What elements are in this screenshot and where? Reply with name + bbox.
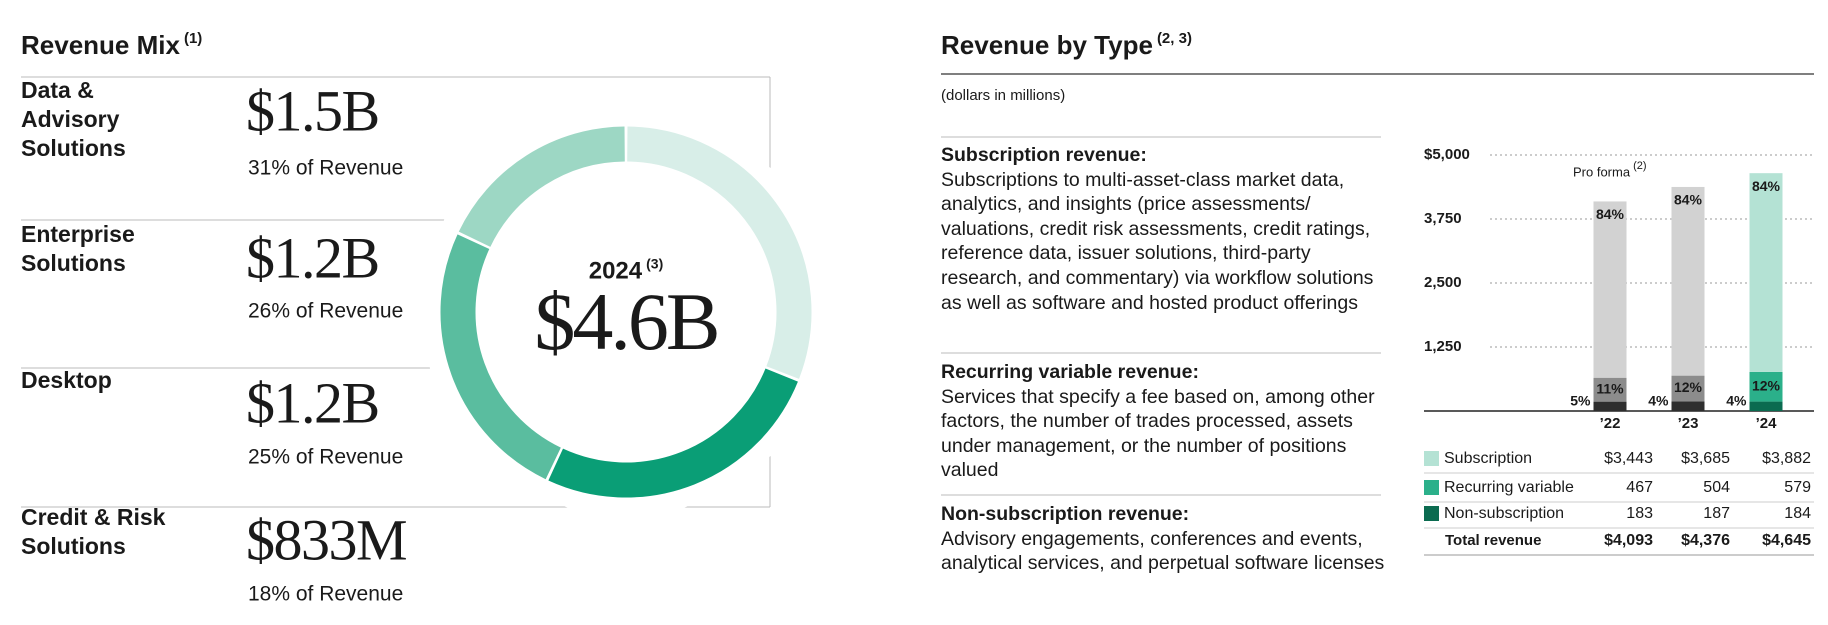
- table-cell: 467: [1626, 479, 1653, 496]
- definition-heading: Non-subscription revenue:: [941, 503, 1190, 525]
- donut-segment: [440, 234, 562, 480]
- amount: $1.2B: [246, 225, 379, 290]
- title: 2024: [589, 257, 643, 284]
- total-cell: $4,376: [1681, 532, 1730, 549]
- legend-label: Subscription: [1444, 450, 1532, 467]
- category-label: Enterprise Solutions: [21, 221, 135, 276]
- definition: Subscription revenue: Subscriptions to mu…: [941, 143, 1386, 315]
- share-label: 11%: [1596, 380, 1624, 396]
- center-value: $4.6B: [534, 276, 717, 367]
- subtitle: (dollars in millions): [941, 87, 1065, 104]
- bar-segment: [1671, 401, 1705, 411]
- y-tick-label: $5,000: [1424, 146, 1470, 163]
- x-tick-label: ’23: [1678, 415, 1699, 432]
- title: Revenue Mix: [21, 30, 180, 60]
- donut-segment: [458, 126, 626, 248]
- title-note: (1): [184, 30, 202, 47]
- bar-segment: [1749, 371, 1783, 402]
- total-cell: $4,093: [1604, 532, 1653, 549]
- table-cell: 579: [1784, 479, 1811, 496]
- amount: $1.5B: [246, 78, 379, 143]
- table-cell: $3,685: [1681, 450, 1730, 467]
- total-cell: $4,645: [1762, 532, 1811, 549]
- share-label: 25% of Revenue: [248, 446, 403, 469]
- y-tick-label: 1,250: [1424, 338, 1462, 355]
- donut-segment: [626, 126, 812, 379]
- bar-segment: [1671, 375, 1705, 402]
- donut-backdrop: [422, 108, 830, 516]
- bar-segment: [1749, 173, 1783, 372]
- category-label: Data & Advisory Solutions: [21, 77, 126, 161]
- definition: Recurring variable revenue: Services that…: [941, 360, 1386, 483]
- bar-segment: [1593, 401, 1627, 411]
- amount: $1.2B: [246, 370, 379, 435]
- annotation-note: (2): [1633, 160, 1646, 172]
- bar-segment: [1671, 186, 1705, 376]
- share-label: 31% of Revenue: [248, 157, 403, 180]
- share-label: 5%: [1570, 393, 1591, 409]
- amount: $833M: [246, 507, 406, 572]
- share-label: 84%: [1596, 206, 1625, 222]
- y-tick-label: 2,500: [1424, 274, 1462, 291]
- bar-segment: [1749, 401, 1783, 411]
- bar-segment: [1593, 201, 1627, 378]
- legend-swatch: [1424, 451, 1439, 466]
- share-label: 12%: [1674, 379, 1703, 395]
- legend-swatch: [1424, 480, 1439, 495]
- definition-heading: Recurring variable revenue:: [941, 361, 1199, 383]
- table-cell: 504: [1703, 479, 1730, 496]
- category-label: Desktop: [21, 367, 112, 393]
- category-label: Credit & Risk Solutions: [21, 504, 166, 559]
- definition-text: Advisory engagements, conferences and ev…: [941, 527, 1385, 575]
- share-label: 4%: [1726, 393, 1747, 409]
- legend-swatch: [1424, 506, 1439, 521]
- total-label: Total revenue: [1445, 532, 1541, 549]
- table-cell: 184: [1784, 505, 1811, 522]
- title-note: (3): [646, 256, 663, 272]
- table-cell: $3,882: [1762, 450, 1811, 467]
- definition-text: Subscriptions to multi-asset-class marke…: [941, 168, 1374, 314]
- share-label: 84%: [1674, 192, 1703, 208]
- x-tick-label: ’22: [1600, 415, 1621, 432]
- definition: Non-subscription revenue: Advisory engage…: [941, 502, 1386, 576]
- table-cell: 183: [1626, 505, 1653, 522]
- x-tick-label: ’24: [1756, 415, 1778, 432]
- share-label: 12%: [1752, 377, 1781, 393]
- title: Revenue by Type: [941, 30, 1153, 60]
- y-tick-label: 3,750: [1424, 210, 1462, 227]
- annotation: Pro forma: [1573, 164, 1631, 179]
- legend-label: Recurring variable: [1444, 479, 1574, 496]
- title-note: (2, 3): [1157, 30, 1192, 47]
- table-cell: $3,443: [1604, 450, 1653, 467]
- share-label: 26% of Revenue: [248, 300, 403, 323]
- definition-heading: Subscription revenue:: [941, 144, 1147, 166]
- share-label: 18% of Revenue: [248, 583, 403, 606]
- table-cell: 187: [1703, 505, 1730, 522]
- share-label: 84%: [1752, 178, 1781, 194]
- definition-text: Services that specify a fee based on, am…: [941, 385, 1375, 482]
- share-label: 4%: [1648, 393, 1669, 409]
- donut-segment: [548, 368, 798, 498]
- bar-segment: [1593, 377, 1627, 402]
- legend-label: Non-subscription: [1444, 505, 1564, 522]
